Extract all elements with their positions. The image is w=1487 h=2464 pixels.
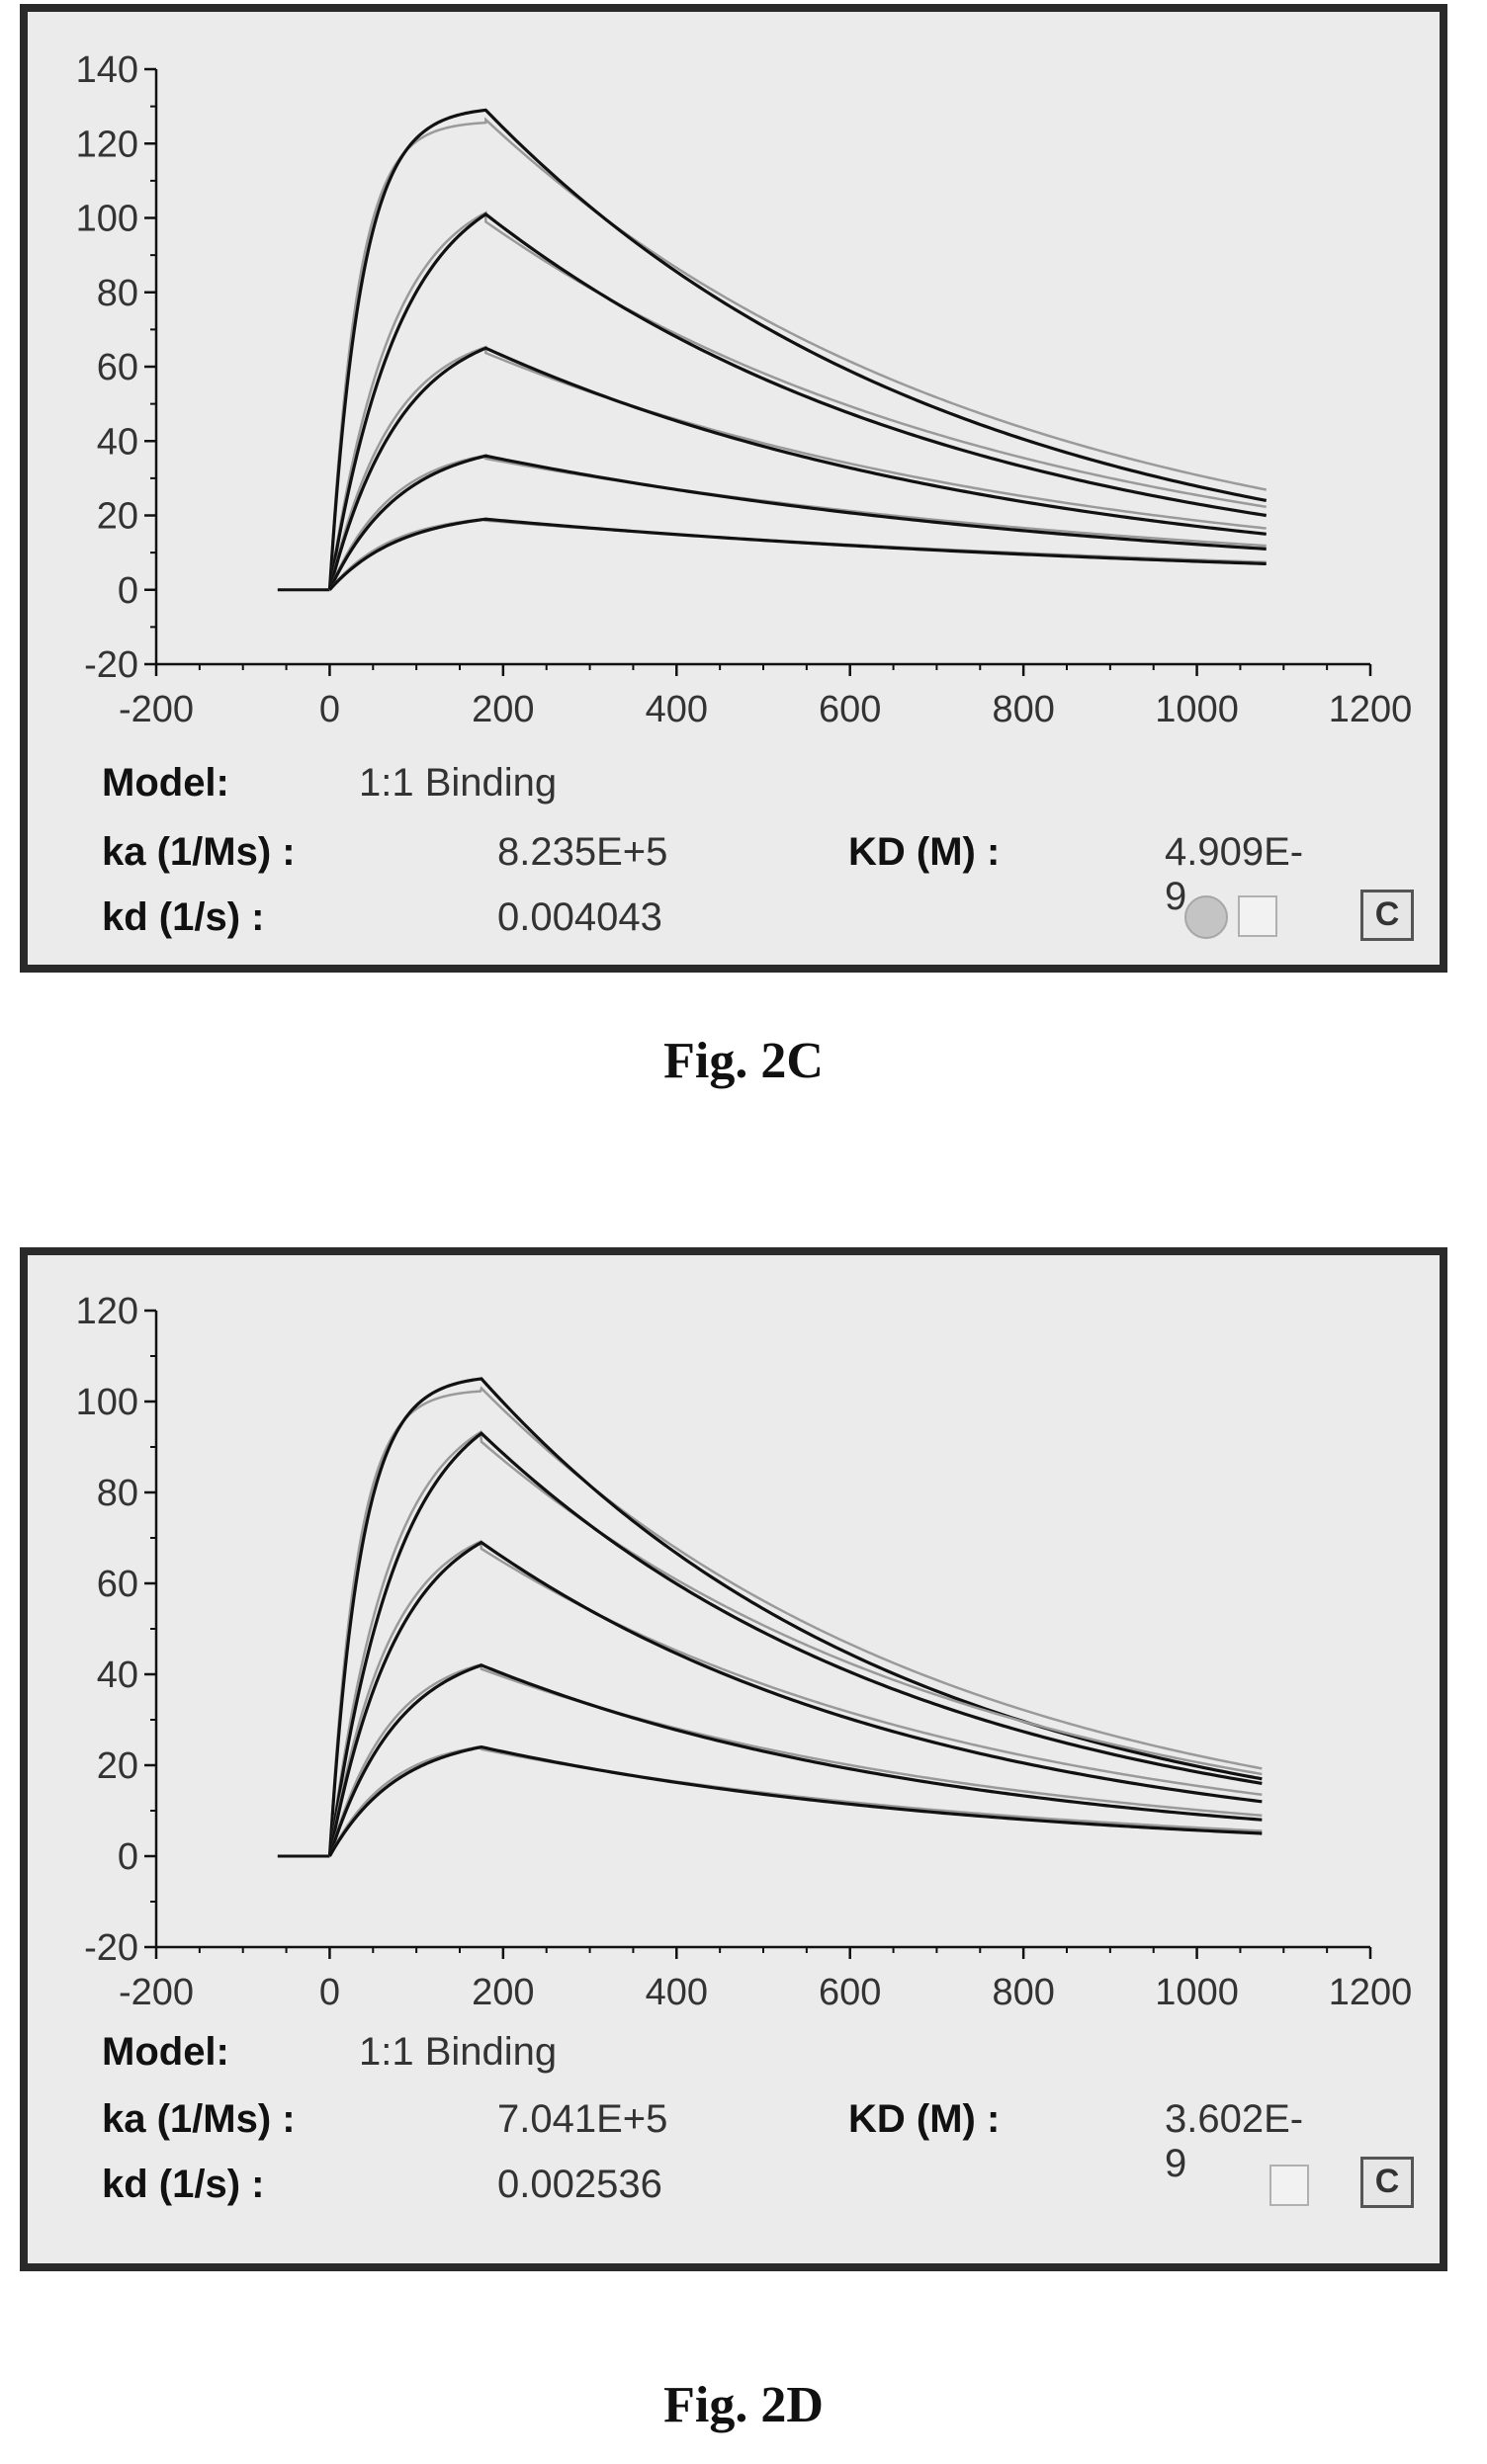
x-tick-label: 0 <box>319 1972 340 2013</box>
x-tick-label: 0 <box>319 689 340 723</box>
y-tick-label: 140 <box>76 49 138 91</box>
sensorgram-curve <box>327 1663 1263 1857</box>
y-tick-label: 20 <box>97 496 138 538</box>
x-tick-label: -200 <box>119 689 194 723</box>
y-tick-label: -20 <box>84 644 138 686</box>
fit-curve <box>328 517 1267 591</box>
fit-curve <box>328 1429 1263 1857</box>
model-row: Model: 1:1 Binding <box>102 761 557 806</box>
x-tick-label: 400 <box>646 689 708 723</box>
ka-row: ka (1/Ms) : 8.235E+5 <box>102 830 667 875</box>
KD-label: KD (M) : <box>848 830 1001 874</box>
x-tick-label: 1200 <box>1329 1972 1413 2013</box>
y-tick-label: 40 <box>97 421 138 463</box>
sensorgram-panel-2d: -20 0 20 40 60 80 100 120 -200 0 200 400 600 800 1000 1… <box>20 1247 1447 2271</box>
kd-value: 0.002536 <box>497 2163 662 2206</box>
x-tick-label: 800 <box>992 689 1054 723</box>
ka-value: 8.235E+5 <box>497 830 668 874</box>
KD-value: 4.909E-9 <box>1165 830 1304 918</box>
copy-icon[interactable]: C <box>1360 890 1414 941</box>
fit-curve <box>328 1386 1263 1857</box>
sensorgram-curve <box>328 1744 1263 1857</box>
ka-value: 7.041E+5 <box>497 2097 668 2141</box>
KD-value: 3.602E-9 <box>1165 2097 1304 2185</box>
x-tick-label: 600 <box>819 689 881 723</box>
kd-label: kd (1/s) : <box>102 2163 265 2206</box>
sensorgram-curve <box>327 346 1267 591</box>
x-tick-label: -200 <box>119 1972 194 2013</box>
KD-row: KD (M) : 4.909E-9 <box>848 830 1303 918</box>
sensorgram-curve <box>327 1540 1263 1857</box>
copy-icon[interactable]: C <box>1360 2157 1414 2208</box>
y-tick-label: 100 <box>76 1382 138 1423</box>
sensorgram-curve <box>327 212 1267 591</box>
model-value: 1:1 Binding <box>359 2030 558 2074</box>
model-label: Model: <box>102 761 229 805</box>
x-tick-label: 400 <box>646 1972 708 2013</box>
x-tick-label: 1000 <box>1155 1972 1239 2013</box>
y-tick-label: 0 <box>118 1836 138 1878</box>
model-row: Model: 1:1 Binding <box>102 2030 557 2075</box>
kd-row: kd (1/s) : 0.004043 <box>102 895 662 940</box>
kd-label: kd (1/s) : <box>102 895 265 939</box>
notepad-icon[interactable] <box>1238 895 1277 937</box>
kd-row: kd (1/s) : 0.002536 <box>102 2163 662 2207</box>
y-tick-label: 60 <box>97 1564 138 1605</box>
x-tick-label: 200 <box>472 689 534 723</box>
model-value: 1:1 Binding <box>359 761 558 805</box>
KD-row: KD (M) : 3.602E-9 <box>848 2097 1303 2185</box>
sensorgram-curve <box>327 108 1268 590</box>
y-tick-label: 0 <box>118 570 138 612</box>
sensorgram-curve <box>327 1431 1263 1857</box>
figure-caption-2c: Fig. 2C <box>663 1033 824 1089</box>
ka-label: ka (1/Ms) : <box>102 830 296 874</box>
circle-icon[interactable] <box>1184 895 1228 939</box>
KD-label: KD (M) : <box>848 2097 1001 2141</box>
y-tick-label: 20 <box>97 1745 138 1787</box>
y-tick-label: 120 <box>76 124 138 165</box>
model-label: Model: <box>102 2030 229 2074</box>
x-tick-label: 800 <box>992 1972 1054 2013</box>
y-tick-label: 80 <box>97 273 138 314</box>
sensorgram-curve <box>327 454 1267 591</box>
x-tick-label: 600 <box>819 1972 881 2013</box>
fit-curve <box>328 211 1267 590</box>
sensorgram-curve <box>328 517 1267 591</box>
fit-curve <box>328 1539 1263 1857</box>
notepad-icon[interactable] <box>1269 2165 1309 2206</box>
y-tick-label: 60 <box>97 347 138 388</box>
x-tick-label: 200 <box>472 1972 534 2013</box>
y-tick-label: 40 <box>97 1655 138 1696</box>
x-tick-label: 1200 <box>1329 689 1413 723</box>
kd-value: 0.004043 <box>497 895 662 939</box>
sensorgram-panel-2c: -20 0 20 40 60 80 100 120 140 -200 0 200 400 600 800 10… <box>20 4 1447 973</box>
ka-row: ka (1/Ms) : 7.041E+5 <box>102 2097 667 2142</box>
y-tick-label: -20 <box>84 1927 138 1969</box>
y-tick-label: 100 <box>76 199 138 240</box>
x-tick-label: 1000 <box>1155 689 1239 723</box>
y-tick-label: 120 <box>76 1291 138 1332</box>
figure-caption-2d: Fig. 2D <box>663 2377 824 2433</box>
y-tick-label: 80 <box>97 1473 138 1514</box>
ka-label: ka (1/Ms) : <box>102 2097 296 2141</box>
